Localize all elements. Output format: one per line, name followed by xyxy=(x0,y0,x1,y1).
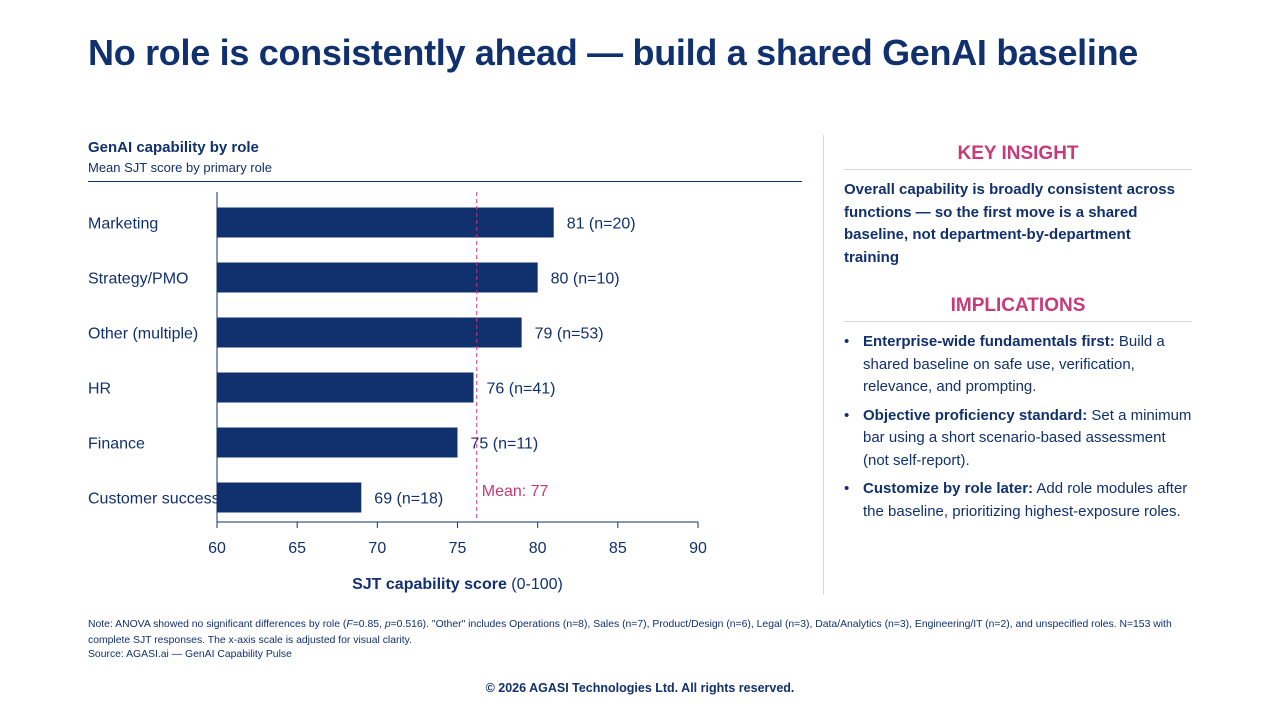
category-label: Marketing xyxy=(88,216,158,233)
implications-list: Enterprise-wide fundamentals first: Buil… xyxy=(844,331,1192,529)
key-insight-section: KEY INSIGHT xyxy=(844,143,1192,170)
copyright: © 2026 AGASI Technologies Ltd. All right… xyxy=(485,681,795,695)
mean-label: Mean: 77 xyxy=(482,483,549,500)
note-text: =0.85, xyxy=(352,619,385,630)
bar xyxy=(217,482,362,513)
bar xyxy=(217,262,538,293)
chart-title: GenAI capability by role xyxy=(88,139,259,156)
x-tick-label: 90 xyxy=(689,540,707,557)
bar xyxy=(217,427,458,458)
implication-item: Customize by role later: Add role module… xyxy=(844,478,1192,523)
x-tick-label: 70 xyxy=(368,540,386,557)
note-text: F xyxy=(346,619,353,630)
bar xyxy=(217,317,522,348)
x-tick-label: 85 xyxy=(609,540,627,557)
implication-title: Enterprise-wide fundamentals first: xyxy=(863,333,1115,350)
implication-item: Enterprise-wide fundamentals first: Buil… xyxy=(844,331,1192,399)
data-label: 79 (n=53) xyxy=(535,326,604,343)
chart-header-rule xyxy=(88,181,802,182)
data-label: 69 (n=18) xyxy=(374,491,443,508)
data-label: 81 (n=20) xyxy=(567,216,636,233)
panel-divider xyxy=(823,135,824,595)
bar xyxy=(217,372,474,403)
implication-title: Customize by role later: xyxy=(863,480,1034,497)
implication-text: Set a minimum bar using a short scenario… xyxy=(863,406,1192,469)
implication-item: Objective proficiency standard: Set a mi… xyxy=(844,405,1192,473)
category-label: Finance xyxy=(88,436,145,453)
category-label: Customer success xyxy=(88,491,220,508)
source-note: Source: AGASI.ai — GenAI Capability Puls… xyxy=(88,649,292,660)
key-insight-heading: KEY INSIGHT xyxy=(844,143,1192,170)
bar-chart: 81 (n=20) Marketing 80 (n=10) Strategy/PMO 7… xyxy=(88,192,707,593)
x-axis-label: SJT capability score (0-100) xyxy=(352,576,563,593)
category-label: HR xyxy=(88,381,111,398)
chart-subtitle: Mean SJT score by primary role xyxy=(88,160,272,175)
implication-text: Add role modules after the baseline, pri… xyxy=(863,480,1188,520)
note-text: p xyxy=(384,619,391,630)
bar xyxy=(217,207,554,238)
note-text: Note: ANOVA showed no significant differ… xyxy=(88,619,347,630)
key-insight-text: Overall capability is broadly consistent… xyxy=(844,181,1175,266)
category-label: Other (multiple) xyxy=(88,326,198,343)
x-tick-label: 65 xyxy=(288,540,306,557)
note-text: =0.516). "Other" includes Operations (n=… xyxy=(88,619,1172,646)
x-tick-label: 75 xyxy=(449,540,467,557)
x-tick-label: 80 xyxy=(529,540,547,557)
implications-heading: IMPLICATIONS xyxy=(844,295,1192,322)
footnote: Note: ANOVA showed no significant differ… xyxy=(88,617,1198,649)
data-label: 80 (n=10) xyxy=(551,271,620,288)
x-tick-label: 60 xyxy=(208,540,226,557)
page-title: No role is consistently ahead — build a … xyxy=(88,32,1138,73)
implications-section: IMPLICATIONS xyxy=(844,295,1192,322)
data-label: 75 (n=11) xyxy=(471,436,539,453)
data-label: 76 (n=41) xyxy=(487,381,556,398)
category-label: Strategy/PMO xyxy=(88,271,188,288)
implication-title: Objective proficiency standard: xyxy=(863,406,1088,424)
implication-text: Build a shared baseline on safe use, ver… xyxy=(863,333,1165,395)
